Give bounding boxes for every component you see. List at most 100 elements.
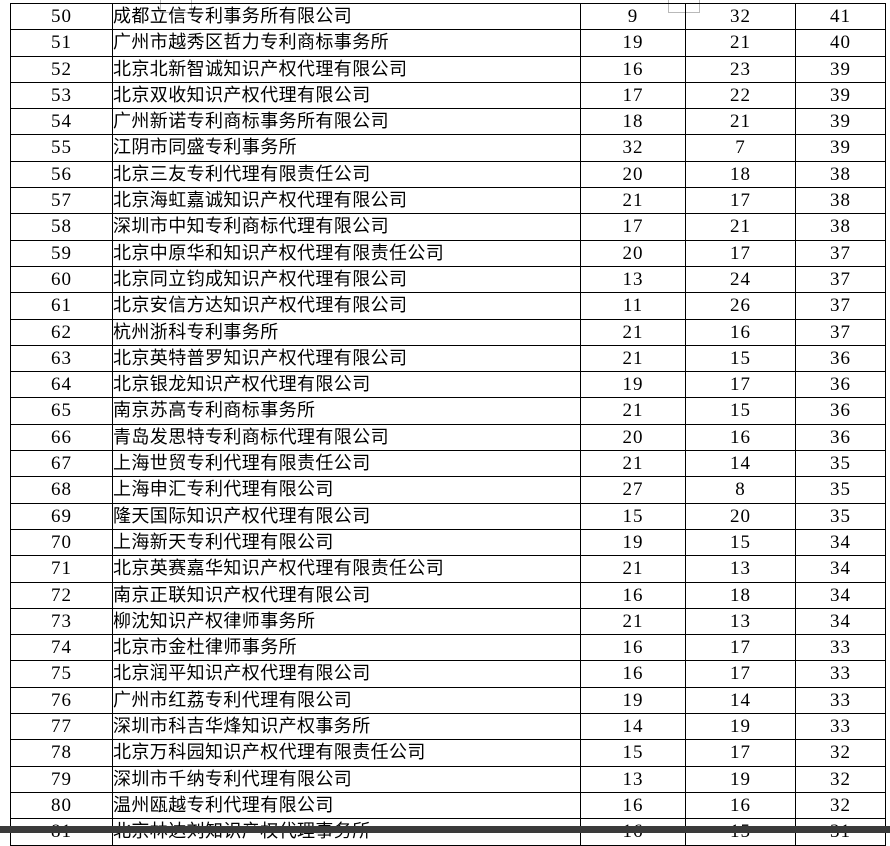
table-row: 66 青岛发思特专利商标代理有限公司 20 16 36 bbox=[10, 423, 886, 452]
cell-agency-name: 杭州浙科专利事务所 bbox=[112, 318, 581, 346]
cell-rank: 56 bbox=[10, 160, 113, 189]
cell-agency-name: 南京正联知识产权代理有限公司 bbox=[112, 581, 581, 609]
cell-utility-count: 20 bbox=[685, 502, 796, 530]
cell-invention-count: 27 bbox=[580, 476, 686, 504]
cell-rank: 63 bbox=[10, 344, 113, 373]
cell-utility-count: 26 bbox=[685, 292, 796, 320]
table-row: 53 北京双收知识产权代理有限公司 17 22 39 bbox=[10, 81, 886, 110]
cell-agency-name: 北京安信方达知识产权代理有限公司 bbox=[112, 292, 581, 320]
cell-agency-name: 北京银龙知识产权代理有限公司 bbox=[112, 371, 581, 399]
cell-invention-count: 16 bbox=[580, 55, 686, 83]
cell-invention-count: 19 bbox=[580, 686, 686, 715]
cell-invention-count: 16 bbox=[580, 791, 686, 820]
cell-rank: 55 bbox=[10, 134, 113, 162]
cell-utility-count: 19 bbox=[685, 713, 796, 741]
cell-utility-count: 24 bbox=[685, 265, 796, 294]
table-row: 54 广州新诺专利商标事务所有限公司 18 21 39 bbox=[10, 108, 886, 136]
cell-agency-name: 广州市越秀区哲力专利商标事务所 bbox=[112, 29, 581, 57]
cell-invention-count: 16 bbox=[580, 581, 686, 609]
cell-agency-name: 北京英特普罗知识产权代理有限公司 bbox=[112, 344, 581, 373]
cell-invention-count: 11 bbox=[580, 292, 686, 320]
cell-utility-count: 13 bbox=[685, 555, 796, 583]
table-row: 78 北京万科园知识产权代理有限责任公司 15 17 32 bbox=[10, 739, 886, 767]
cell-total-count: 35 bbox=[795, 476, 886, 504]
table-row: 65 南京苏高专利商标事务所 21 15 36 bbox=[10, 397, 886, 425]
cell-utility-count: 17 bbox=[685, 739, 796, 767]
cell-agency-name: 北京中原华和知识产权代理有限责任公司 bbox=[112, 239, 581, 267]
cell-rank: 76 bbox=[10, 686, 113, 715]
cell-total-count: 36 bbox=[795, 344, 886, 373]
cell-agency-name: 北京同立钧成知识产权代理有限公司 bbox=[112, 265, 581, 294]
table-row: 76 广州市红荔专利代理有限公司 19 14 33 bbox=[10, 686, 886, 715]
cell-rank: 68 bbox=[10, 476, 113, 504]
cell-agency-name: 成都立信专利事务所有限公司 bbox=[112, 2, 581, 31]
cell-invention-count: 14 bbox=[580, 713, 686, 741]
cell-agency-name: 上海申汇专利代理有限公司 bbox=[112, 476, 581, 504]
cell-rank: 54 bbox=[10, 108, 113, 136]
cell-agency-name: 隆天国际知识产权代理有限公司 bbox=[112, 502, 581, 530]
cell-agency-name: 北京万科园知识产权代理有限责任公司 bbox=[112, 739, 581, 767]
table-row: 73 柳沈知识产权律师事务所 21 13 34 bbox=[10, 607, 886, 636]
table-row: 75 北京润平知识产权代理有限公司 16 17 33 bbox=[10, 660, 886, 688]
cell-utility-count: 7 bbox=[685, 134, 796, 162]
table-row: 50 成都立信专利事务所有限公司 9 32 41 bbox=[10, 2, 886, 31]
cell-agency-name: 广州新诺专利商标事务所有限公司 bbox=[112, 108, 581, 136]
cell-invention-count: 17 bbox=[580, 213, 686, 241]
cell-rank: 58 bbox=[10, 213, 113, 241]
cell-invention-count: 21 bbox=[580, 450, 686, 478]
cell-rank: 79 bbox=[10, 765, 113, 793]
cell-invention-count: 19 bbox=[580, 29, 686, 57]
cell-total-count: 32 bbox=[795, 791, 886, 820]
cell-total-count: 36 bbox=[795, 397, 886, 425]
cell-agency-name: 南京苏高专利商标事务所 bbox=[112, 397, 581, 425]
cell-agency-name: 上海新天专利代理有限公司 bbox=[112, 528, 581, 557]
cell-invention-count: 19 bbox=[580, 371, 686, 399]
cell-utility-count: 32 bbox=[685, 2, 796, 31]
cell-rank: 78 bbox=[10, 739, 113, 767]
table-row: 57 北京海虹嘉诚知识产权代理有限公司 21 17 38 bbox=[10, 187, 886, 215]
cell-invention-count: 15 bbox=[580, 739, 686, 767]
cell-rank: 61 bbox=[10, 292, 113, 320]
cell-invention-count: 15 bbox=[580, 502, 686, 530]
table-row: 79 深圳市千纳专利代理有限公司 13 19 32 bbox=[10, 765, 886, 793]
cell-utility-count: 17 bbox=[685, 660, 796, 688]
cell-rank: 59 bbox=[10, 239, 113, 267]
cell-rank: 67 bbox=[10, 450, 113, 478]
cell-utility-count: 17 bbox=[685, 634, 796, 662]
cell-total-count: 33 bbox=[795, 660, 886, 688]
cell-rank: 62 bbox=[10, 318, 113, 346]
cell-rank: 74 bbox=[10, 634, 113, 662]
table-row: 71 北京英赛嘉华知识产权代理有限责任公司 21 13 34 bbox=[10, 555, 886, 583]
cell-invention-count: 19 bbox=[580, 528, 686, 557]
cell-utility-count: 18 bbox=[685, 581, 796, 609]
cell-utility-count: 14 bbox=[685, 686, 796, 715]
cell-utility-count: 17 bbox=[685, 239, 796, 267]
cell-agency-name: 温州瓯越专利代理有限公司 bbox=[112, 791, 581, 820]
cell-agency-name: 深圳市千纳专利代理有限公司 bbox=[112, 765, 581, 793]
cell-utility-count: 16 bbox=[685, 318, 796, 346]
cell-utility-count: 19 bbox=[685, 765, 796, 793]
cell-agency-name: 青岛发思特专利商标代理有限公司 bbox=[112, 423, 581, 452]
cell-agency-name: 柳沈知识产权律师事务所 bbox=[112, 607, 581, 636]
cell-total-count: 33 bbox=[795, 634, 886, 662]
cell-rank: 80 bbox=[10, 791, 113, 820]
table-row: 52 北京北新智诚知识产权代理有限公司 16 23 39 bbox=[10, 55, 886, 83]
cell-rank: 66 bbox=[10, 423, 113, 452]
cell-rank: 69 bbox=[10, 502, 113, 530]
table-row: 61 北京安信方达知识产权代理有限公司 11 26 37 bbox=[10, 292, 886, 320]
cell-rank: 75 bbox=[10, 660, 113, 688]
cell-total-count: 35 bbox=[795, 502, 886, 530]
cell-invention-count: 16 bbox=[580, 634, 686, 662]
table-row: 55 江阴市同盛专利事务所 32 7 39 bbox=[10, 134, 886, 162]
cell-total-count: 38 bbox=[795, 187, 886, 215]
table-row: 51 广州市越秀区哲力专利商标事务所 19 21 40 bbox=[10, 29, 886, 57]
cell-agency-name: 北京双收知识产权代理有限公司 bbox=[112, 81, 581, 110]
cell-utility-count: 17 bbox=[685, 187, 796, 215]
table-row: 74 北京市金杜律师事务所 16 17 33 bbox=[10, 634, 886, 662]
cell-utility-count: 23 bbox=[685, 55, 796, 83]
cell-utility-count: 15 bbox=[685, 344, 796, 373]
cell-total-count: 34 bbox=[795, 555, 886, 583]
cell-utility-count: 17 bbox=[685, 371, 796, 399]
cell-utility-count: 8 bbox=[685, 476, 796, 504]
